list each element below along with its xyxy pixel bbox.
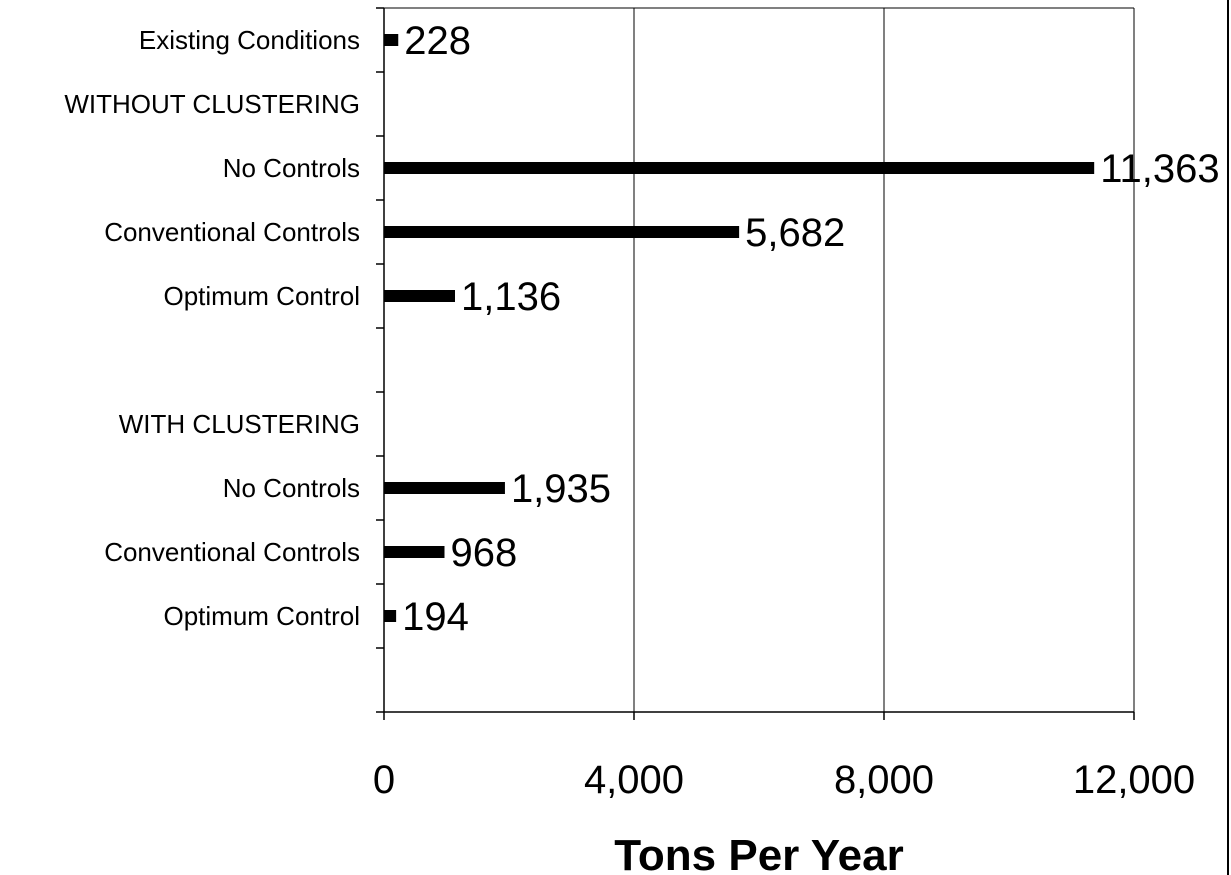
category-label: Optimum Control (164, 601, 361, 631)
data-label: 228 (404, 19, 471, 63)
data-label: 1,136 (461, 275, 561, 319)
bar (384, 482, 505, 494)
data-label: 11,363 (1100, 147, 1219, 191)
x-tick-label: 8,000 (834, 758, 934, 802)
data-label: 194 (402, 595, 469, 639)
bar (384, 290, 455, 302)
bar (384, 226, 740, 238)
category-label: WITH CLUSTERING (119, 409, 360, 439)
data-label: 5,682 (745, 211, 845, 255)
x-tick-label: 4,000 (584, 758, 684, 802)
category-label: No Controls (223, 153, 360, 183)
x-axis-title: Tons Per Year (614, 831, 903, 875)
category-label: Conventional Controls (104, 217, 360, 247)
bar (384, 34, 399, 46)
category-label: Existing Conditions (139, 25, 360, 55)
x-tick-label: 12,000 (1073, 758, 1195, 802)
category-label: WITHOUT CLUSTERING (64, 89, 360, 119)
category-label: Conventional Controls (104, 537, 360, 567)
bar (384, 162, 1095, 174)
data-label: 1,935 (511, 467, 611, 511)
data-label: 968 (451, 531, 518, 575)
category-label: No Controls (223, 473, 360, 503)
bar (384, 610, 397, 622)
bar (384, 546, 445, 558)
x-tick-label: 0 (373, 758, 395, 802)
category-label: Optimum Control (164, 281, 361, 311)
